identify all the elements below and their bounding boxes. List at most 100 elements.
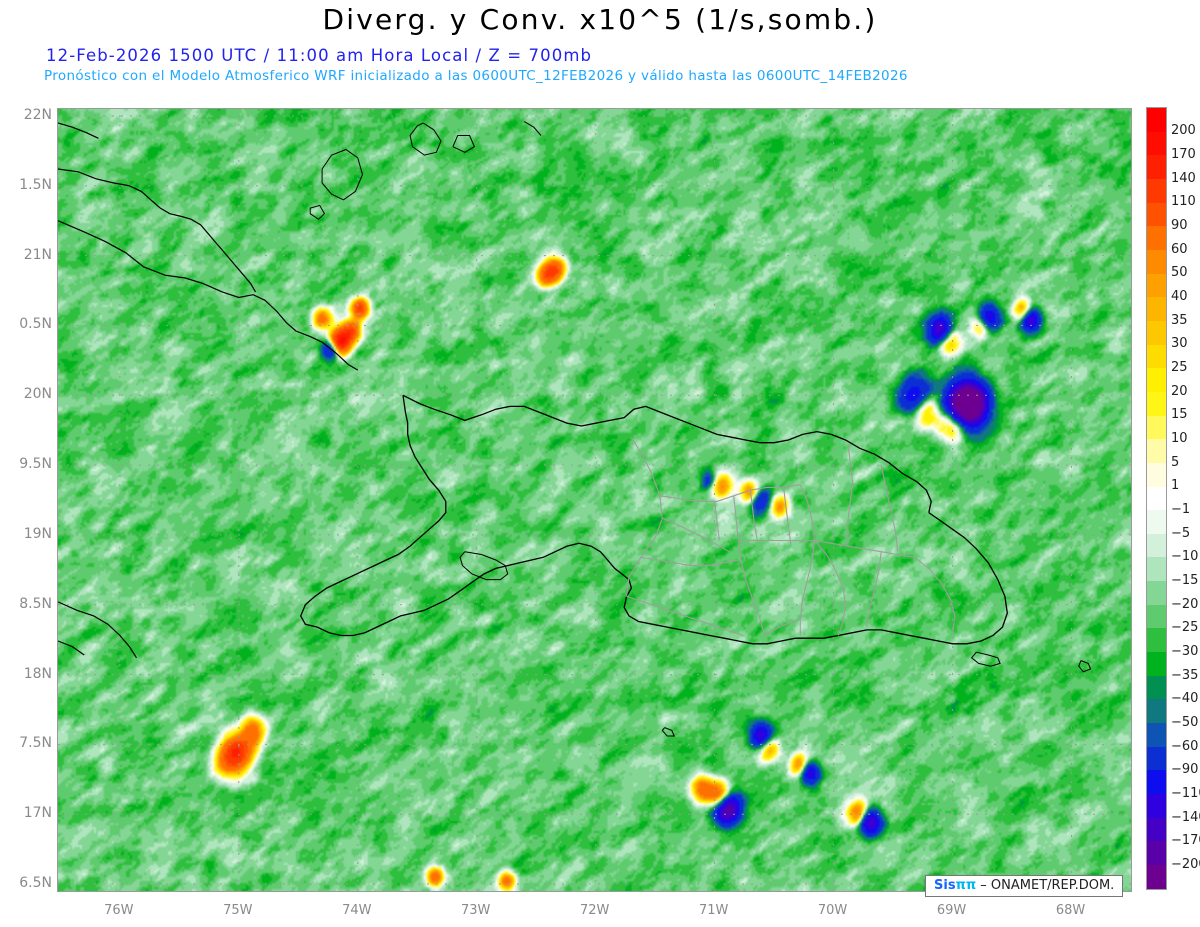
colorbar-swatch xyxy=(1147,297,1166,321)
coastline xyxy=(662,518,729,552)
colorbar-swatch xyxy=(1147,557,1166,582)
colorbar-swatch xyxy=(1147,533,1166,558)
coastline xyxy=(58,169,256,292)
coastline xyxy=(453,136,475,153)
colorbar-tick-label: 170 xyxy=(1171,146,1196,162)
lon-tick-label: 69W xyxy=(936,903,967,918)
colorbar-tick-label: 50 xyxy=(1171,265,1188,281)
colorbar-tick-label: −35 xyxy=(1171,667,1199,683)
coastline xyxy=(58,641,84,655)
map-overlay xyxy=(58,109,1131,891)
colorbar-swatch xyxy=(1147,344,1166,369)
colorbar-swatch xyxy=(1147,817,1166,842)
coastline xyxy=(301,395,1008,644)
coastline xyxy=(815,541,846,636)
coastline xyxy=(662,728,674,736)
subtitle-model-info: Pronóstico con el Modelo Atmosferico WRF… xyxy=(44,68,908,84)
colorbar[interactable] xyxy=(1146,107,1167,890)
colorbar-swatch xyxy=(1147,794,1166,818)
coastline xyxy=(972,652,1001,666)
colorbar-tick-label: 140 xyxy=(1171,170,1196,186)
coastline xyxy=(750,490,757,540)
colorbar-swatch xyxy=(1147,462,1166,487)
colorbar-tick-label: −60 xyxy=(1171,738,1199,754)
coastline xyxy=(627,596,744,635)
map-plot-area[interactable] xyxy=(57,108,1132,892)
lat-tick-label: 19N xyxy=(23,525,52,542)
colorbar-swatch xyxy=(1147,604,1166,629)
lon-tick-label: 68W xyxy=(1055,903,1086,918)
colorbar-tick-label: 110 xyxy=(1171,194,1196,210)
colorbar-tick-label: −90 xyxy=(1171,762,1199,778)
colorbar-tick-label: 5 xyxy=(1171,454,1180,470)
colorbar-tick-label: 25 xyxy=(1171,359,1188,375)
coastline xyxy=(403,395,931,512)
agency-logo: Sisππ – ONAMET/REP.DOM. xyxy=(925,875,1124,897)
lat-tick-label: 18N xyxy=(23,665,52,682)
coastline xyxy=(734,496,765,636)
colorbar-swatch xyxy=(1147,746,1166,771)
colorbar-swatch xyxy=(1147,628,1166,653)
coastline xyxy=(641,557,739,565)
logo-sis-text: Sis xyxy=(934,878,956,893)
coastline xyxy=(58,221,358,370)
colorbar-swatch xyxy=(1147,320,1166,345)
lat-tick-label: 22N xyxy=(23,106,52,123)
colorbar-tick-label: −140 xyxy=(1171,809,1200,825)
colorbar-swatch xyxy=(1147,368,1166,392)
colorbar-swatch xyxy=(1147,865,1166,889)
colorbar-swatch xyxy=(1147,202,1166,227)
lon-tick-label: 74W xyxy=(342,903,372,918)
page-title: Diverg. y Conv. x10^5 (1/s,somb.) xyxy=(322,3,878,36)
coastline xyxy=(58,123,98,138)
colorbar-tick-label: −110 xyxy=(1171,785,1200,801)
colorbar-swatch xyxy=(1147,770,1166,795)
coastline xyxy=(915,557,955,632)
colorbar-tick-label: −20 xyxy=(1171,596,1199,612)
coastline xyxy=(738,541,914,558)
coastline xyxy=(881,465,898,552)
colorbar-tick-label: −40 xyxy=(1171,691,1199,707)
coastline xyxy=(867,552,881,627)
colorbar-swatch xyxy=(1147,131,1166,156)
colorbar-tick-label: 90 xyxy=(1171,217,1188,233)
lon-tick-label: 76W xyxy=(104,903,134,918)
colorbar-tick-label: −200 xyxy=(1171,856,1200,872)
logo-agency-text: – ONAMET/REP.DOM. xyxy=(980,878,1115,893)
colorbar-tick-label: −10 xyxy=(1171,549,1199,565)
coastline xyxy=(660,485,800,502)
colorbar-swatch xyxy=(1147,699,1166,724)
colorbar-swatch xyxy=(1147,108,1166,132)
coastline xyxy=(627,437,663,596)
coastline xyxy=(1079,661,1091,672)
lat-tick-label: 8.5N xyxy=(19,595,52,612)
colorbar-tick-label: 200 xyxy=(1171,123,1196,139)
lat-tick-label: 17N xyxy=(23,805,52,822)
coastline xyxy=(58,602,137,658)
lat-tick-label: 1.5N xyxy=(19,176,52,193)
subtitle-datetime: 12-Feb-2026 1500 UTC / 11:00 am Hora Loc… xyxy=(46,46,593,65)
colorbar-tick-label: −50 xyxy=(1171,714,1199,730)
colorbar-swatch xyxy=(1147,415,1166,440)
lon-tick-label: 75W xyxy=(223,903,253,918)
colorbar-tick-label: 1 xyxy=(1171,478,1180,494)
colorbar-swatch xyxy=(1147,249,1166,274)
coastline xyxy=(800,485,814,636)
lon-tick-label: 71W xyxy=(698,903,729,918)
lon-tick-label: 70W xyxy=(817,903,848,918)
lon-tick-label: 73W xyxy=(461,903,491,918)
colorbar-swatch xyxy=(1147,510,1166,534)
lat-tick-label: 21N xyxy=(23,246,52,263)
colorbar-tick-label: −1 xyxy=(1171,501,1191,517)
colorbar-tick-label: −15 xyxy=(1171,572,1199,588)
colorbar-tick-label: 40 xyxy=(1171,288,1188,304)
colorbar-tick-label: 20 xyxy=(1171,383,1188,399)
colorbar-swatch xyxy=(1147,581,1166,605)
colorbar-tick-label: −25 xyxy=(1171,620,1199,636)
colorbar-swatch xyxy=(1147,178,1166,203)
coastline xyxy=(784,487,791,543)
divergence-convergence-field xyxy=(58,109,1131,891)
colorbar-swatch xyxy=(1147,226,1166,250)
colorbar-tick-label: −5 xyxy=(1171,525,1191,541)
colorbar-tick-label: −30 xyxy=(1171,643,1199,659)
